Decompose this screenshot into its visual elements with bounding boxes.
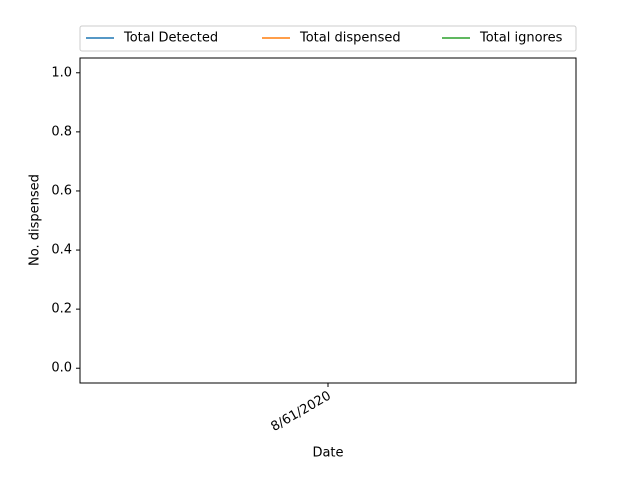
legend-label: Total ignores: [479, 31, 563, 46]
legend-label: Total Detected: [123, 31, 218, 46]
y-axis-label: No. dispensed: [28, 174, 43, 266]
legend-label: Total dispensed: [299, 31, 401, 46]
y-tick-label: 0.4: [51, 243, 72, 258]
y-tick-label: 0.8: [51, 124, 72, 139]
y-tick-label: 1.0: [51, 65, 72, 80]
legend-box: [79, 25, 577, 52]
x-tick-label: 8/61/2020: [269, 389, 334, 435]
plot-frame: [79, 57, 577, 384]
y-tick-label: 0.2: [51, 302, 72, 317]
y-tick-label: 0.6: [51, 183, 72, 198]
y-tick-label: 0.0: [51, 361, 72, 376]
x-axis-label: Date: [312, 446, 343, 461]
